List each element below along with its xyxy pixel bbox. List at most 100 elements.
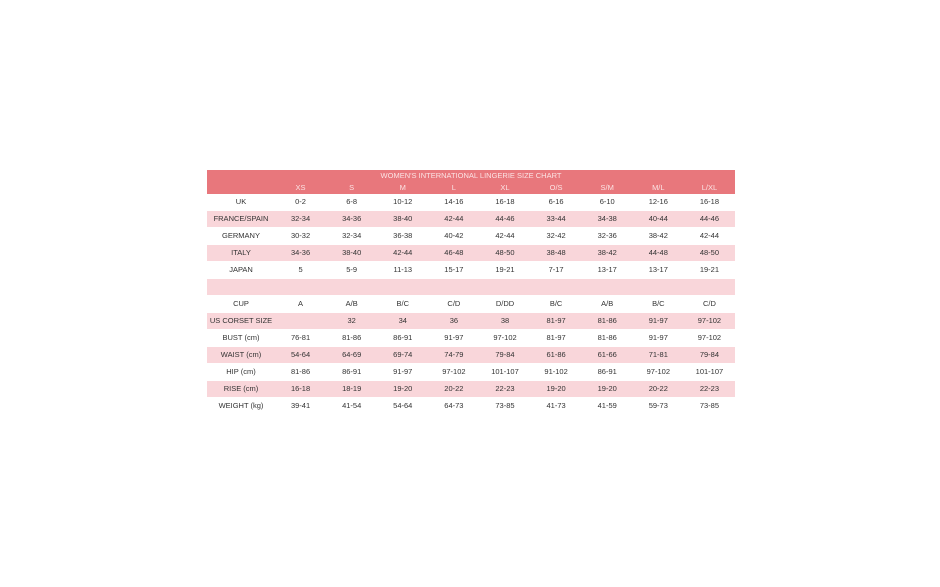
table-cell: 41-73 — [546, 401, 566, 410]
table-cell — [275, 279, 326, 295]
table-cell: C/D — [702, 299, 716, 308]
table-cell: 97-102 — [646, 367, 670, 376]
table-cell: 101-107 — [491, 367, 519, 376]
table-row: HIP (cm) 81-86 86-91 91-97 97-102 101-107 91-1… — [207, 364, 735, 381]
table-cell: 19-20 — [393, 384, 413, 393]
table-cell: 34-36 — [342, 214, 362, 223]
table-cell: 22-23 — [699, 384, 720, 393]
table-cell: 40-44 — [648, 214, 668, 223]
table-cell: 38 — [500, 316, 510, 325]
table-cell: 79-84 — [495, 350, 515, 359]
table-cell: 0-2 — [295, 197, 306, 206]
table-cell: 32-34 — [290, 214, 311, 223]
table-cell: 81-97 — [546, 316, 566, 325]
table-cell: 41-54 — [342, 401, 362, 410]
table-cell — [326, 279, 377, 295]
table-cell: 91-97 — [444, 333, 464, 342]
table-cell: 33-44 — [546, 214, 566, 223]
table-cell: 16-18 — [699, 197, 720, 206]
table-cell: 97-102 — [697, 316, 722, 325]
row-label: GERMANY — [222, 231, 260, 240]
table-cell: 32 — [347, 316, 356, 325]
table-cell: 91-102 — [544, 367, 568, 376]
chart-title: WOMEN'S INTERNATIONAL LINGERIE SIZE CHAR… — [207, 170, 735, 181]
table-cell: A/B — [345, 299, 358, 308]
table-cell: 71-81 — [648, 350, 668, 359]
table-cell: 32-36 — [597, 231, 617, 240]
table-cell: B/C — [549, 299, 563, 308]
table-cell: 61-86 — [546, 350, 566, 359]
table-cell: 44-46 — [699, 214, 720, 223]
table-cell: 61-66 — [597, 350, 617, 359]
table-cell: 64-73 — [444, 401, 464, 410]
spacer-row — [207, 279, 735, 296]
table-cell: 16-18 — [290, 384, 311, 393]
table-row: BUST (cm) 76-81 81-86 86-91 91-97 97-102 81-97… — [207, 330, 735, 347]
table-cell: 86-91 — [393, 333, 413, 342]
table-cell: 54-64 — [393, 401, 413, 410]
table-cell: 48-50 — [699, 248, 720, 257]
row-label: WAIST (cm) — [220, 350, 262, 359]
table-cell: 13-17 — [597, 265, 617, 274]
table-cell: 19-20 — [546, 384, 566, 393]
table-cell: 69-74 — [393, 350, 413, 359]
row-label: FRANCE/SPAIN — [213, 214, 269, 223]
table-cell: 19-20 — [597, 384, 617, 393]
table-cell: 36-38 — [393, 231, 413, 240]
table-row: US CORSET SIZE 32 34 36 38 81-97 81-86 91-97 97-… — [207, 313, 735, 330]
table-cell: 19-21 — [495, 265, 515, 274]
table-cell: 16-18 — [495, 197, 515, 206]
row-label: WEIGHT (kg) — [218, 401, 264, 410]
table-cell: 15-17 — [444, 265, 464, 274]
table-cell: 44-48 — [648, 248, 668, 257]
size-chart-table: WOMEN'S INTERNATIONAL LINGERIE SIZE CHAR… — [207, 170, 735, 415]
table-cell — [275, 313, 326, 329]
size-header: S — [349, 183, 355, 192]
table-cell: 5 — [298, 265, 303, 274]
table-cell: 74-79 — [444, 350, 464, 359]
table-cell — [479, 279, 530, 295]
table-cell: 22-23 — [495, 384, 515, 393]
table-cell: 39-41 — [290, 401, 311, 410]
row-label: US CORSET SIZE — [209, 316, 273, 325]
table-cell: B/C — [396, 299, 410, 308]
table-cell: 5-9 — [346, 265, 358, 274]
row-label: RISE (cm) — [223, 384, 259, 393]
table-cell — [633, 279, 684, 295]
row-label: HIP (cm) — [226, 367, 256, 376]
table-cell: 81-86 — [597, 333, 617, 342]
table-cell: 54-64 — [290, 350, 311, 359]
header-corner — [207, 181, 275, 194]
table-cell: 34-36 — [290, 248, 311, 257]
table-cell: C/D — [447, 299, 461, 308]
table-row: UK 0-2 6-8 10-12 14-16 16-18 6-16 6-10 12-16 16-1… — [207, 194, 735, 211]
table-cell: 10-12 — [393, 197, 413, 206]
table-cell: 86-91 — [342, 367, 362, 376]
table-cell: 91-97 — [648, 333, 668, 342]
size-header: L — [451, 183, 456, 192]
table-body: UK 0-2 6-8 10-12 14-16 16-18 6-16 6-10 12-16 16-1… — [207, 194, 735, 415]
table-cell: 38-40 — [342, 248, 362, 257]
size-header: M — [399, 183, 406, 192]
table-cell — [582, 279, 633, 295]
table-cell: 11-13 — [393, 265, 413, 274]
table-cell: A — [298, 299, 304, 308]
row-label: CUP — [233, 299, 249, 308]
table-cell: 76-81 — [290, 333, 311, 342]
table-cell: B/C — [652, 299, 665, 308]
table-cell — [428, 279, 479, 295]
table-cell: 36 — [449, 316, 459, 325]
table-cell: 81-86 — [290, 367, 311, 376]
table-row: RISE (cm) 16-18 18-19 19-20 20-22 22-23 19-20 1… — [207, 381, 735, 398]
size-header-row: XS S M L XL O/S S/M M/L L/XL — [207, 181, 735, 194]
table-row: FRANCE/SPAIN 32-34 34-36 38-40 42-44 44-46 33-… — [207, 211, 735, 228]
table-row: JAPAN 5 5-9 11-13 15-17 19-21 7-17 13-17 13-17 19… — [207, 262, 735, 279]
table-cell: 34-38 — [597, 214, 617, 223]
table-cell: 81-97 — [546, 333, 566, 342]
table-cell: 20-22 — [444, 384, 464, 393]
table-cell: 79-84 — [699, 350, 720, 359]
table-cell: 32-42 — [546, 231, 566, 240]
size-header: L/XL — [701, 183, 718, 192]
table-cell: 91-97 — [393, 367, 413, 376]
size-header: XL — [500, 183, 510, 192]
